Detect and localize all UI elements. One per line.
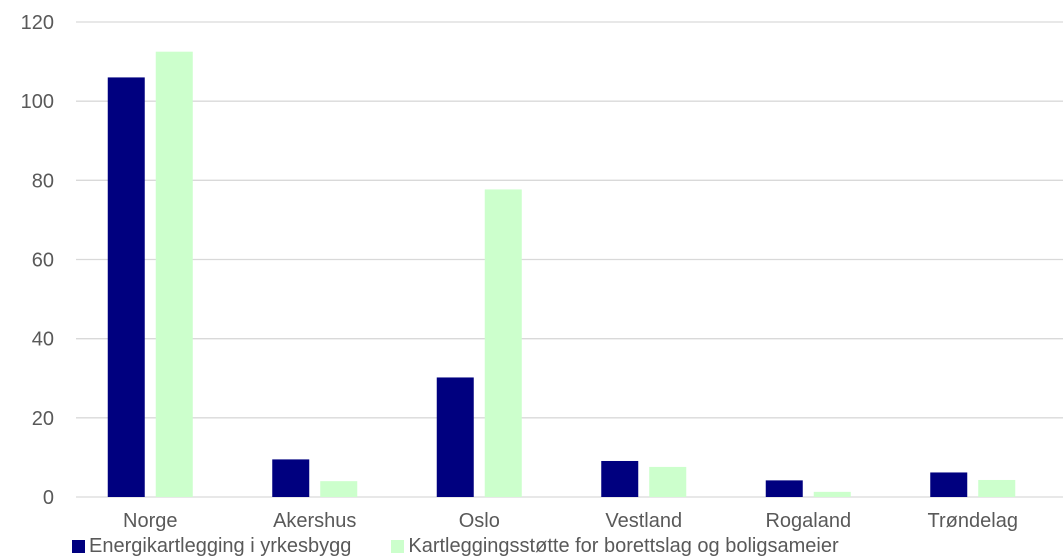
x-tick-label: Rogaland xyxy=(765,510,851,532)
y-tick-label: 100 xyxy=(21,91,54,113)
legend-label-series-1: Energikartlegging i yrkesbygg xyxy=(89,535,352,557)
y-tick-label: 20 xyxy=(32,408,54,430)
legend-label-series-2: Kartleggingsstøtte for borettslag og bol… xyxy=(408,535,839,557)
bar-1-oslo xyxy=(436,377,474,497)
bar-2-oslo xyxy=(484,189,522,497)
bars xyxy=(107,51,1016,498)
y-tick-label: 0 xyxy=(43,487,54,509)
bar-1-rogaland xyxy=(765,480,803,497)
x-tick-label: Akershus xyxy=(273,510,356,532)
bar-1-vestland xyxy=(601,460,639,497)
x-tick-label: Norge xyxy=(123,510,177,532)
bar-chart: 0 20 40 60 80 100 120 Norge Akershus Oslo Vestlan… xyxy=(21,12,1063,532)
legend-swatch-series-1 xyxy=(72,539,85,553)
y-axis-ticks: 0 20 40 60 80 100 120 xyxy=(21,12,54,509)
legend-item-series-1: Energikartlegging i yrkesbygg xyxy=(72,535,351,557)
bar-1-norge xyxy=(107,77,145,498)
legend: Energikartlegging i yrkesbygg Kartleggin… xyxy=(72,534,879,558)
x-tick-label: Vestland xyxy=(605,510,682,532)
bar-2-norge xyxy=(155,51,193,497)
gridlines xyxy=(76,21,1063,498)
bar-2-rogaland xyxy=(813,491,851,497)
y-tick-label: 120 xyxy=(21,12,54,34)
y-tick-label: 40 xyxy=(32,329,54,351)
legend-item-series-2: Kartleggingsstøtte for borettslag og bol… xyxy=(391,535,839,557)
x-tick-label: Oslo xyxy=(459,510,500,532)
x-tick-label: Trøndelag xyxy=(928,510,1018,532)
y-tick-label: 60 xyxy=(32,250,54,272)
bar-2-vestland xyxy=(649,466,687,497)
bar-2-trøndelag xyxy=(978,479,1016,497)
bar-1-trøndelag xyxy=(930,472,968,497)
legend-swatch-series-2 xyxy=(391,539,405,553)
bar-2-akershus xyxy=(320,481,358,497)
x-axis-ticks: Norge Akershus Oslo Vestland Rogaland Trøndel… xyxy=(123,510,1018,532)
y-tick-label: 80 xyxy=(32,170,54,192)
bar-1-akershus xyxy=(272,459,310,497)
